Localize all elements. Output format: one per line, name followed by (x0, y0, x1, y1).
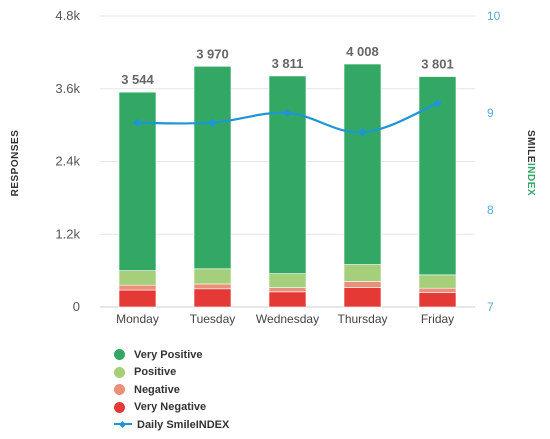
bar-segment (193, 268, 232, 285)
legend-swatch (114, 366, 125, 378)
bar-segment (118, 270, 157, 286)
bar-segment (343, 287, 382, 308)
legend: Very Positive Positive Negative Very Negati… (114, 346, 229, 434)
x-tick-label: Monday (116, 312, 159, 326)
bar-segment (268, 273, 307, 288)
bar-segment (418, 76, 457, 276)
legend-label: Very Positive (134, 348, 203, 361)
legend-label: Negative (134, 383, 180, 396)
legend-item[interactable]: Positive (114, 364, 229, 382)
legend-label: Positive (134, 366, 177, 379)
y-tick-label: 1.2k (55, 226, 80, 241)
bar-totals: 3 544 3 970 3 811 4 008 3 801 (121, 44, 454, 87)
bar-segment (193, 288, 232, 308)
legend-swatch (114, 384, 125, 396)
bar-segment (193, 66, 232, 270)
y-tick-label: 0 (73, 299, 80, 314)
smileindex-point (433, 99, 442, 108)
stacked-bar-line-chart: 0 1.2k 2.4k 3.6k 4.8k 7 8 9 10 Monday Tuesday Wedne… (10, 8, 536, 326)
y-axis-title: RESPONSES (10, 130, 21, 197)
bar-segment (268, 287, 307, 293)
x-tick-label: Wednesday (256, 312, 319, 326)
legend-item[interactable]: Daily SmileINDEX (114, 416, 229, 434)
y2-tick-label: 9 (487, 106, 494, 120)
bar-segment (118, 289, 157, 308)
y-tick-label: 3.6k (55, 81, 80, 96)
bar-segment (418, 292, 457, 308)
bar-segment (418, 287, 457, 293)
smileindex-point (283, 108, 292, 118)
bar-segment (343, 264, 382, 282)
bar-segment (193, 283, 232, 290)
legend-line-marker (114, 419, 132, 430)
y-tick-label: 4.8k (55, 8, 80, 23)
bar-total-label: 3 801 (421, 57, 454, 72)
smileindex-point (133, 118, 142, 127)
y2-tick-label: 7 (487, 300, 494, 314)
legend-label: Very Negative (134, 401, 207, 414)
bar-segment (418, 274, 457, 289)
y2-axis-title-index: INDEX (525, 163, 536, 196)
bar-segment (118, 284, 157, 291)
bar-total-label: 3 544 (121, 72, 154, 87)
legend-label: Daily SmileINDEX (137, 418, 230, 431)
bar-segment (268, 75, 307, 274)
bar-segment (268, 291, 307, 308)
x-tick-label: Friday (421, 312, 454, 326)
bar-total-label: 4 008 (346, 44, 379, 59)
bar-total-label: 3 970 (196, 46, 229, 61)
y2-axis-title: SMILEINDEX (525, 130, 536, 196)
x-tick-label: Thursday (337, 312, 387, 326)
y2-tick-label: 10 (487, 9, 501, 23)
smileindex-point (358, 128, 367, 137)
bar-total-label: 3 811 (272, 56, 304, 71)
bar-segment (343, 63, 382, 265)
legend-item[interactable]: Very Positive (114, 346, 229, 364)
legend-swatch (114, 349, 125, 361)
y2-axis-title-smile: SMILE (525, 130, 536, 163)
x-tick-label: Tuesday (190, 312, 236, 326)
y-tick-label: 2.4k (55, 154, 80, 169)
legend-item[interactable]: Very Negative (114, 399, 229, 417)
bar-segment (343, 281, 382, 288)
y2-tick-label: 8 (487, 203, 494, 217)
axis-ticks: 0 1.2k 2.4k 3.6k 4.8k 7 8 9 10 Monday Tuesday Wedne… (55, 8, 500, 326)
bars (118, 63, 457, 308)
smileindex-line (133, 99, 442, 137)
legend-item[interactable]: Negative (114, 381, 229, 399)
smileindex-point (208, 118, 217, 127)
legend-swatch (114, 401, 125, 413)
